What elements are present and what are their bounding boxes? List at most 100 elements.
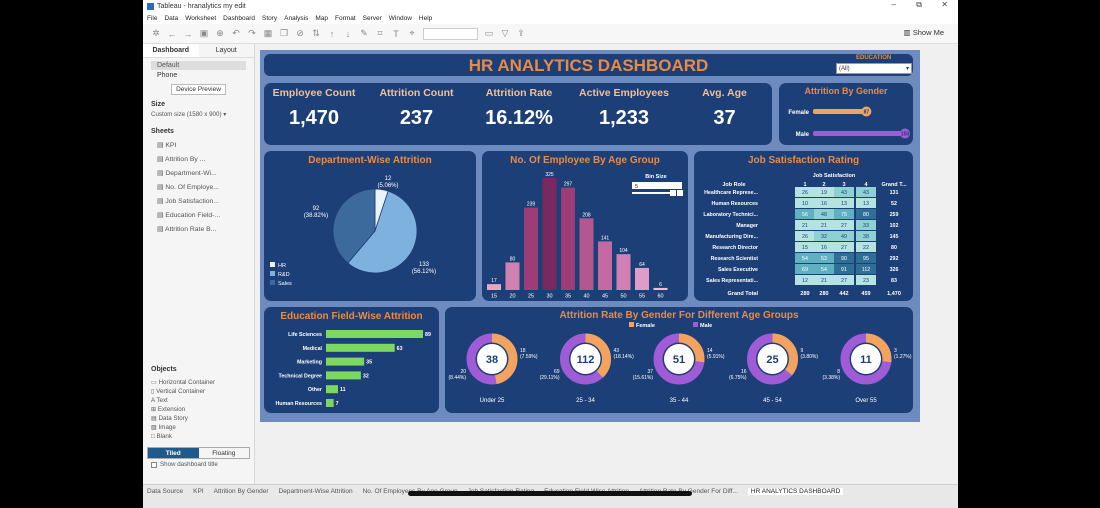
menu-story[interactable]: Story xyxy=(261,15,278,22)
menu-file[interactable]: File xyxy=(147,15,158,22)
sheet-item[interactable]: ▤ Department-Wi... xyxy=(151,166,246,180)
redo-icon[interactable]: ↷ xyxy=(248,28,256,38)
education-bar-chart: Life Sciences 89 Medical 63 Marketing 35 Techn… xyxy=(275,330,431,407)
grand-total-value: 442 xyxy=(839,291,848,297)
sheet-item[interactable]: ▤ Job Satisfaction... xyxy=(151,194,246,208)
donut-male-pct: (29.11%) xyxy=(540,375,560,381)
new-sheet-icon[interactable]: ▦ xyxy=(263,28,273,38)
status-bar xyxy=(143,498,958,508)
sheet-tab[interactable]: Data Source xyxy=(147,488,184,495)
show-title-checkbox[interactable] xyxy=(151,461,157,468)
pin-icon[interactable]: ⌖ xyxy=(409,28,415,38)
group-icon[interactable]: ⌗ xyxy=(377,28,383,38)
object-item[interactable]: ▨ Image xyxy=(145,423,254,432)
heatmap-cell xyxy=(856,198,876,208)
sheet-tab[interactable]: Department-Wise Attrition xyxy=(278,488,353,495)
menu-server[interactable]: Server xyxy=(362,15,382,22)
sort-desc-icon[interactable]: ↓ xyxy=(345,28,351,39)
device-phone[interactable]: Phone xyxy=(157,72,178,79)
age-group-label: 25 - 34 xyxy=(576,398,595,404)
sheet-item[interactable]: ▤ Education Field-... xyxy=(151,208,246,222)
tab-dashboard[interactable]: Dashboard xyxy=(143,44,199,57)
bin-size-input[interactable] xyxy=(632,182,682,189)
filter-icon[interactable]: ▽ xyxy=(501,28,509,38)
save-icon[interactable]: ▣ xyxy=(199,28,209,38)
age-tick-label: 25 xyxy=(528,294,534,300)
dashboard-canvas: HR ANALYTICS DASHBOARD EDUCATION (All) ▾… xyxy=(255,44,958,484)
show-me-button[interactable]: ▥ Show Me xyxy=(904,28,944,37)
sheet-item[interactable]: ▤ KPI xyxy=(151,138,246,152)
sheet-item[interactable]: ▤ Attrition Rate B... xyxy=(151,222,246,236)
sheet-item[interactable]: ▤ No. Of Employe... xyxy=(151,180,246,194)
back-icon[interactable]: ← xyxy=(167,28,177,39)
object-item[interactable]: ▯ Vertical Container xyxy=(145,387,254,396)
maximize-button[interactable]: ⧉ xyxy=(916,0,922,9)
tab-layout[interactable]: Layout xyxy=(215,47,237,54)
sheet-tab[interactable]: HR ANALYTICS DASHBOARD xyxy=(747,488,844,495)
education-filter-value: (All) xyxy=(839,66,850,72)
new-data-source-icon[interactable]: ⊕ xyxy=(216,28,224,38)
heatmap-cell xyxy=(795,253,815,263)
heatmap-cell xyxy=(834,253,854,263)
kpi-label: Active Employees xyxy=(579,87,669,99)
menu-format[interactable]: Format xyxy=(335,15,356,22)
heatmap-value: 95 xyxy=(863,256,869,262)
menu-help[interactable]: Help xyxy=(418,15,433,22)
fit-dropdown[interactable] xyxy=(423,27,478,40)
device-preview-button[interactable]: Device Preview xyxy=(171,84,226,95)
menu-analysis[interactable]: Analysis xyxy=(284,15,309,22)
heatmap-cell xyxy=(856,264,876,274)
object-item[interactable]: A Text xyxy=(145,396,254,405)
donut-female-pct: (3.80%) xyxy=(801,354,819,360)
bin-size-slider[interactable] xyxy=(632,192,670,194)
menu-dashboard[interactable]: Dashboard xyxy=(223,15,255,22)
education-filter-dropdown[interactable]: (All) ▾ xyxy=(836,63,912,74)
grand-total-value: 1,470 xyxy=(887,291,901,297)
menu-worksheet[interactable]: Worksheet xyxy=(185,15,217,22)
undo-icon[interactable]: ↶ xyxy=(232,28,240,38)
object-item[interactable]: ▭ Horizontal Container xyxy=(145,378,254,387)
heatmap-value: 13 xyxy=(863,201,869,207)
floating-toggle[interactable]: Floating xyxy=(212,450,236,457)
tableau-logo-icon[interactable]: ✲ xyxy=(152,28,160,38)
swap-icon[interactable]: ⇅ xyxy=(312,28,320,38)
close-button[interactable]: ✕ xyxy=(941,0,948,9)
heatmap-cell xyxy=(856,275,876,285)
menu-window[interactable]: Window xyxy=(388,15,412,22)
heatmap-cell xyxy=(795,275,815,285)
duplicate-icon[interactable]: ❐ xyxy=(279,28,289,38)
edu-category-label: Marketing xyxy=(297,360,322,366)
labels-icon[interactable]: T xyxy=(393,28,399,39)
donut-male-pct: (8.44%) xyxy=(448,375,466,381)
donut-hole xyxy=(664,344,694,374)
bin-increment-button[interactable] xyxy=(677,190,683,196)
sheet-tab[interactable]: Attrition By Gender xyxy=(213,488,269,495)
minimize-button[interactable]: – xyxy=(891,0,896,9)
object-item[interactable]: □ Blank xyxy=(145,432,254,441)
heatmap-value: 21 xyxy=(821,278,827,284)
bin-decrement-button[interactable] xyxy=(670,190,676,196)
donut-hole xyxy=(851,344,881,374)
forward-icon[interactable]: → xyxy=(183,28,193,39)
donut-male-value: 8 xyxy=(837,369,840,375)
table-row-label: Research Director xyxy=(712,245,758,251)
sheet-tab[interactable]: KPI xyxy=(193,488,204,495)
sheet-item[interactable]: ▤ Attrition By ... xyxy=(151,152,246,166)
tiled-toggle[interactable]: Tiled xyxy=(148,448,199,458)
clear-icon[interactable]: ⊘ xyxy=(296,28,304,38)
highlight-icon[interactable]: ✎ xyxy=(360,28,368,38)
device-default[interactable]: Default xyxy=(151,61,246,70)
share-icon[interactable]: ⇪ xyxy=(517,28,525,38)
table-col-header: 4 xyxy=(864,182,868,188)
size-dropdown[interactable]: Custom size (1580 x 900) ▾ xyxy=(151,111,246,118)
heatmap-value: 53 xyxy=(821,256,827,262)
sort-asc-icon[interactable]: ↑ xyxy=(329,28,335,39)
menu-data[interactable]: Data xyxy=(164,15,179,22)
object-item[interactable]: ▤ Data Story xyxy=(145,414,254,423)
grand-total-value: 289 xyxy=(800,291,809,297)
age-group-label: Under 25 xyxy=(480,398,505,404)
object-item[interactable]: ⊞ Extension xyxy=(145,405,254,414)
menu-map[interactable]: Map xyxy=(315,15,329,22)
presentation-icon[interactable]: ▭ xyxy=(484,28,494,38)
heatmap-value: 23 xyxy=(863,278,869,284)
